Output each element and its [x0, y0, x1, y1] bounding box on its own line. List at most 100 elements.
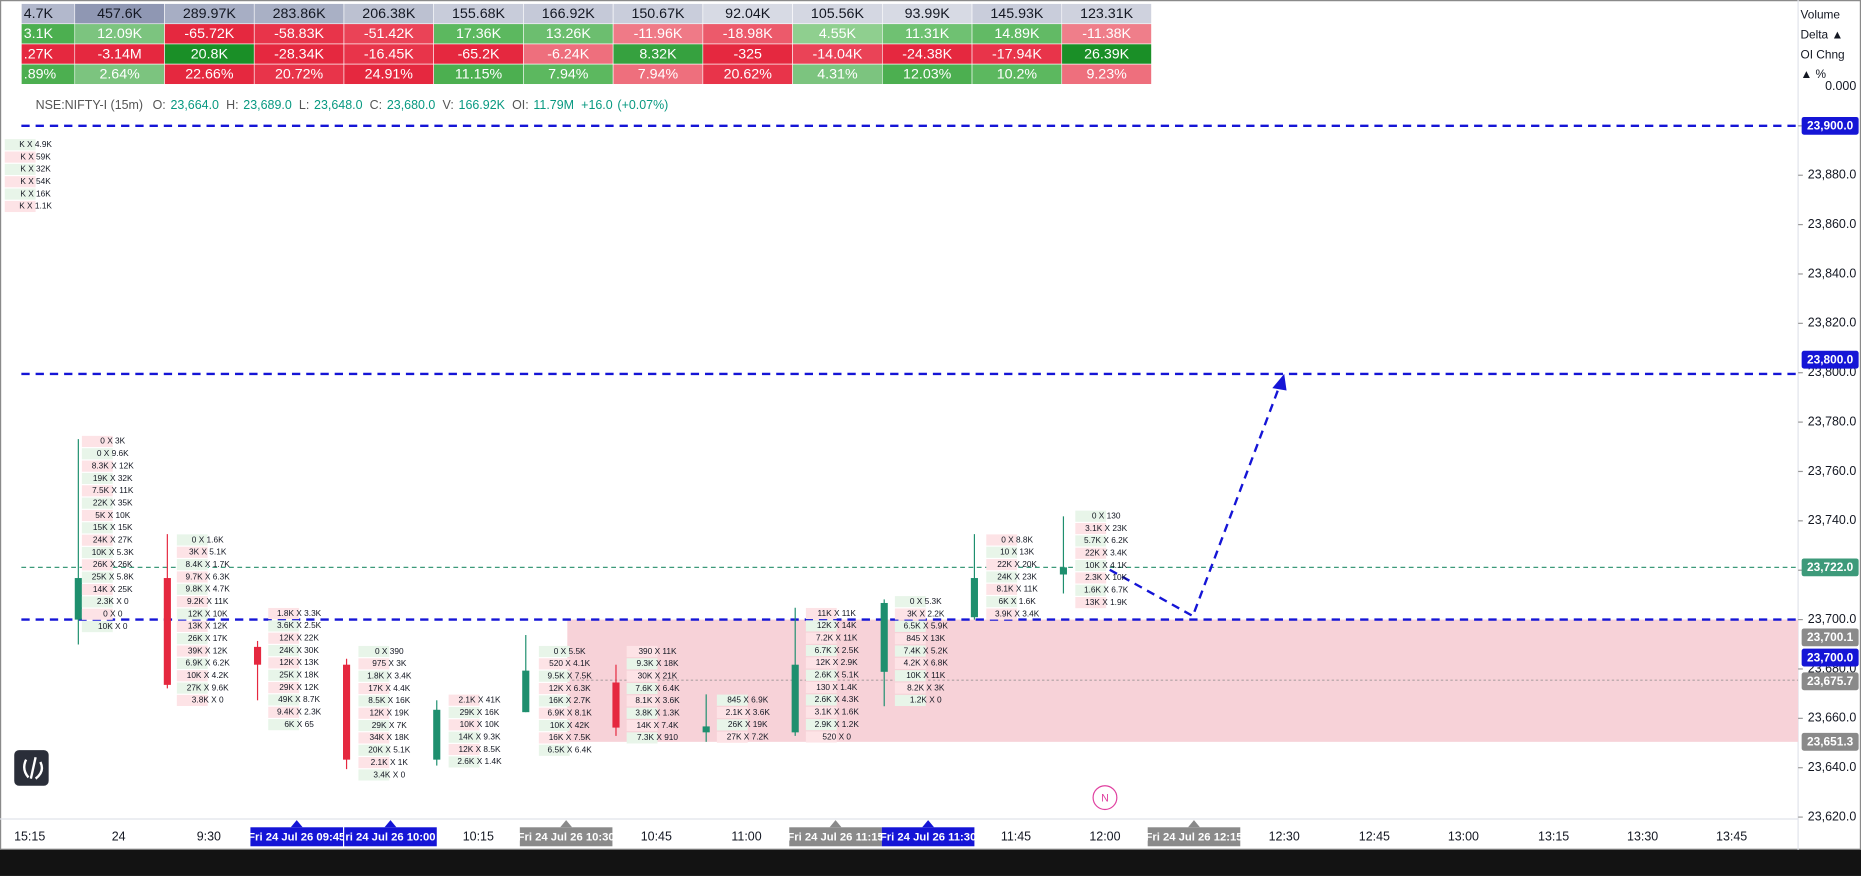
footprint-text: 10K X 5.3K	[92, 547, 134, 557]
footprint-text: 13K X 1.9K	[1085, 597, 1127, 607]
footprint-text: 2.1K X 1K	[371, 757, 409, 767]
table-cell-text: 155.68K	[452, 6, 506, 22]
table-cell-text: 20.8K	[191, 46, 229, 62]
footprint-row	[268, 706, 300, 718]
footprint-text: 24K X 23K	[997, 571, 1037, 581]
price-badge	[1801, 648, 1859, 667]
time-label: Fri 24 Jul 26 10:30	[518, 831, 615, 843]
ohlc-value: 11.79M	[533, 98, 574, 112]
footprint-text: 29K X 7K	[372, 720, 408, 730]
footprint-text: 390 X 11K	[638, 646, 677, 656]
footprint-row	[81, 534, 113, 546]
footprint-row	[894, 657, 926, 669]
footprint-row	[81, 435, 113, 448]
table-cell-text: -16.45K	[364, 46, 414, 62]
table-cell-text: 12.03%	[903, 67, 952, 83]
footprint-text: K X 54K	[20, 176, 51, 186]
footprint-row	[81, 509, 113, 522]
footprint-text: K X 16K	[20, 188, 51, 198]
legend-item: ▲ %	[1800, 67, 1826, 81]
table-cell-text: 123.31K	[1080, 6, 1134, 22]
time-label: 13:15	[1538, 830, 1569, 844]
logo[interactable]	[14, 750, 49, 786]
footprint-text: 12K X 13K	[279, 657, 319, 667]
ohlc-label: V:	[442, 98, 453, 112]
footprint-row	[81, 497, 113, 509]
footprint-text: 4.2K X 6.8K	[904, 658, 949, 668]
table-cell-text: -51.42K	[364, 26, 414, 42]
footprint-row	[986, 534, 1018, 546]
footprint-row	[805, 620, 837, 632]
footprint-text: 7.5K X 11K	[92, 485, 134, 495]
footprint-row	[1075, 572, 1107, 584]
zone	[567, 619, 1799, 742]
footprint-row	[358, 732, 390, 744]
footprint-text: 3.8K X 0	[192, 695, 224, 705]
footprint-row	[1075, 510, 1107, 522]
footprint-text: 29K X 12K	[279, 682, 319, 692]
footprint-text: 12K X 22K	[279, 633, 319, 643]
table-cell-text: .89%	[24, 67, 57, 83]
table-cell-text: 9.23%	[1086, 67, 1127, 83]
footprint-text: 26K X 19K	[728, 719, 768, 729]
footprint-row	[805, 607, 837, 620]
footprint-text: 3.4K X 0	[373, 769, 405, 779]
footprint-row	[626, 707, 658, 719]
footprint-text: 1.8K X 3.3K	[277, 608, 322, 618]
footprint-row	[986, 596, 1018, 608]
footprint-row	[805, 669, 837, 681]
footprint-text: 29K X 16K	[460, 707, 500, 717]
footprint-text: 8.5K X 16K	[368, 695, 410, 705]
price-badge	[1801, 558, 1859, 577]
event-marker[interactable]	[1092, 785, 1118, 811]
price-label: 23,880.0	[1808, 168, 1857, 182]
footprint-text: K X 4.9K	[19, 139, 52, 149]
footprint-row	[81, 546, 113, 559]
price-label: 23,640.0	[1808, 760, 1857, 774]
footprint-text: 3.8K X 1.3K	[635, 708, 680, 718]
footprint-row	[448, 694, 480, 706]
footprint-row	[81, 596, 113, 608]
footprint-text: K X 1.1K	[19, 201, 52, 211]
footprint-row	[268, 694, 300, 706]
footprint-text: 10K X 42K	[550, 720, 590, 730]
time-highlight	[250, 827, 344, 847]
footprint-row	[81, 608, 113, 620]
footprint-text: 5K X 10K	[95, 510, 131, 520]
footprint-text: 2.1K X 41K	[459, 694, 501, 704]
table-cell-text: -17.94K	[992, 46, 1042, 62]
footprint-row	[626, 645, 658, 658]
footprint-row	[176, 546, 208, 558]
price-badge-text: 23,700.1	[1807, 630, 1854, 644]
footprint-row	[626, 682, 658, 695]
ohlc-value: 166.92K	[459, 98, 506, 112]
table-cell-text: 20.62%	[724, 67, 773, 83]
time-highlight-notch	[829, 820, 842, 828]
footprint-text: 9.4K X 2.3K	[277, 707, 322, 717]
footprint-row	[268, 719, 300, 731]
legend-item: OI Chng	[1800, 47, 1844, 61]
table-cell-text: 17.36K	[456, 26, 502, 42]
price-label: 23,700.0	[1808, 612, 1857, 626]
time-label: 13:45	[1716, 830, 1747, 844]
table-cell-text: 4.55K	[819, 26, 857, 42]
footprint-row	[81, 522, 113, 534]
footprint-text: 8.1K X 11K	[996, 584, 1038, 594]
price-zero: 0.000	[1825, 79, 1856, 93]
footprint-row	[176, 645, 208, 657]
footprint-text: 1.8K X 3.4K	[367, 671, 412, 681]
footprint-text: 12K X 19K	[369, 708, 409, 718]
footprint-text: 16K X 7.5K	[549, 732, 591, 742]
time-highlight	[881, 827, 975, 847]
time-label: 9:30	[197, 830, 221, 844]
footprint-text: K X 32K	[20, 164, 51, 174]
footprint-text: 9.3K X 18K	[637, 658, 679, 668]
footprint-row	[716, 719, 748, 731]
footprint-row	[81, 460, 113, 472]
footprint-row	[176, 682, 208, 694]
footprint-row	[805, 682, 837, 694]
table-cell-text: 92.04K	[725, 6, 771, 22]
footprint-row	[538, 707, 570, 719]
time-label: 11:00	[731, 830, 761, 844]
